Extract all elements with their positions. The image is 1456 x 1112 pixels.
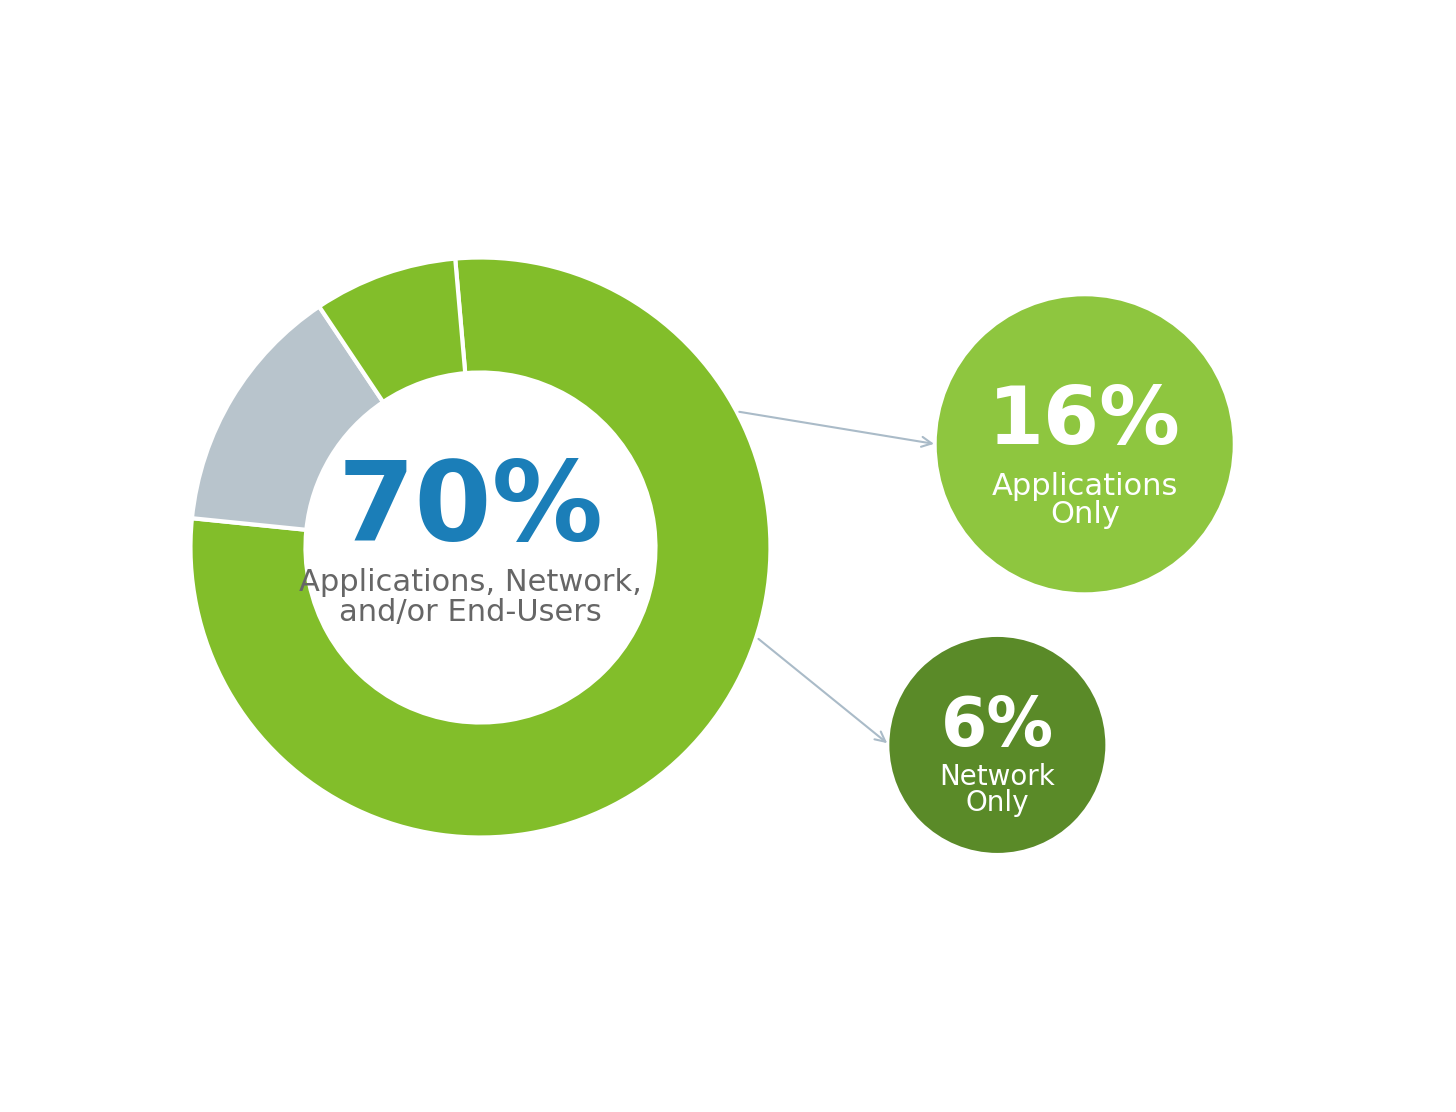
Text: Network: Network — [939, 763, 1056, 791]
Text: Visibility of IT infrastructure Components: Visibility of IT infrastructure Componen… — [111, 32, 1345, 85]
Text: Applications: Applications — [992, 471, 1178, 500]
Circle shape — [890, 637, 1105, 853]
Circle shape — [936, 296, 1233, 593]
Text: Only: Only — [965, 788, 1029, 817]
Text: 16%: 16% — [989, 384, 1181, 461]
Text: Applications, Network,: Applications, Network, — [298, 568, 642, 597]
Text: 6%: 6% — [941, 694, 1054, 759]
Text: and/or End-Users: and/or End-Users — [339, 598, 601, 627]
Wedge shape — [192, 307, 383, 529]
Text: Only: Only — [1050, 499, 1120, 529]
Text: 70%: 70% — [338, 456, 603, 563]
Wedge shape — [319, 259, 466, 403]
Text: infopulse: infopulse — [601, 1036, 855, 1090]
Wedge shape — [191, 258, 770, 837]
